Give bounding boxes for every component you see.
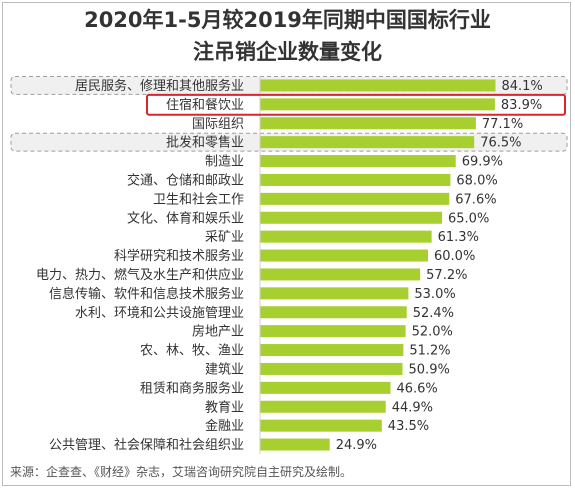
value-label: 52.4% (413, 306, 454, 321)
value-label: 65.0% (448, 211, 489, 226)
value-label: 60.0% (434, 249, 475, 264)
value-label: 24.9% (336, 438, 377, 453)
value-label: 53.0% (414, 287, 455, 302)
category-label: 住宿和餐饮业 (166, 97, 244, 113)
category-label: 建筑业 (205, 361, 244, 377)
chart-title-line-2: 注吊销企业数量变化 (193, 40, 382, 64)
category-label: 科学研究和技术服务业 (114, 248, 244, 264)
bar (260, 362, 403, 375)
bar (260, 211, 442, 224)
bar (260, 400, 386, 413)
category-label: 批发和零售业 (166, 135, 244, 151)
bar (260, 136, 475, 149)
category-label: 电力、热力、燃气及水生产和供应业 (36, 267, 244, 283)
bar (260, 344, 404, 357)
value-label: 76.5% (480, 136, 521, 151)
bar (260, 117, 476, 130)
value-label: 68.0% (456, 173, 497, 188)
source-note: 来源：企查查、《财经》杂志，艾瑞咨询研究院自主研究及绘制。 (10, 465, 353, 479)
value-label: 46.6% (396, 381, 437, 396)
value-label: 61.3% (438, 230, 479, 245)
category-label: 公共管理、社会保障和社会组织业 (49, 437, 244, 453)
category-label: 制造业 (205, 155, 244, 170)
bar (260, 98, 495, 111)
value-label: 67.6% (455, 192, 496, 207)
bar (260, 419, 382, 432)
chart-title-line-1: 2020年1-5月较2019年同期中国国标行业 (84, 8, 491, 32)
bar (260, 173, 451, 186)
category-label: 居民服务、修理和其他服务业 (75, 78, 244, 94)
value-label: 69.9% (462, 155, 503, 170)
category-label: 信息传输、软件和信息技术服务业 (49, 286, 244, 302)
bar (260, 287, 409, 300)
category-label: 租赁和商务服务业 (140, 380, 244, 396)
bar (260, 155, 456, 168)
category-label: 采矿业 (205, 230, 244, 245)
value-label: 84.1% (501, 79, 542, 94)
red-highlight-box (146, 93, 566, 116)
value-label: 77.1% (482, 117, 523, 132)
value-label: 51.2% (409, 344, 450, 359)
bar (260, 325, 406, 338)
category-label: 交通、仓储和邮政业 (127, 172, 244, 188)
category-label: 水利、环境和公共设施管理业 (75, 306, 244, 321)
bar (260, 79, 496, 92)
category-label: 文化、体育和娱乐业 (127, 210, 244, 226)
figure-border (2, 2, 571, 486)
bar (260, 230, 432, 243)
value-label: 83.9% (501, 98, 542, 113)
bar (260, 381, 391, 394)
bar (260, 192, 450, 205)
bar (260, 268, 421, 281)
category-label: 金融业 (205, 418, 244, 434)
bar (260, 306, 407, 319)
category-label: 卫生和社会工作 (153, 191, 244, 207)
value-label: 50.9% (409, 362, 450, 377)
bar (260, 249, 428, 262)
category-label: 房地产业 (192, 324, 244, 340)
value-label: 43.5% (388, 419, 429, 434)
category-label: 农、林、牧、渔业 (140, 344, 244, 359)
value-label: 57.2% (426, 268, 467, 283)
category-label: 教育业 (205, 399, 244, 415)
value-label: 52.0% (412, 325, 453, 340)
bar (260, 438, 330, 451)
value-label: 44.9% (392, 400, 433, 415)
category-label: 国际组织 (192, 117, 244, 132)
